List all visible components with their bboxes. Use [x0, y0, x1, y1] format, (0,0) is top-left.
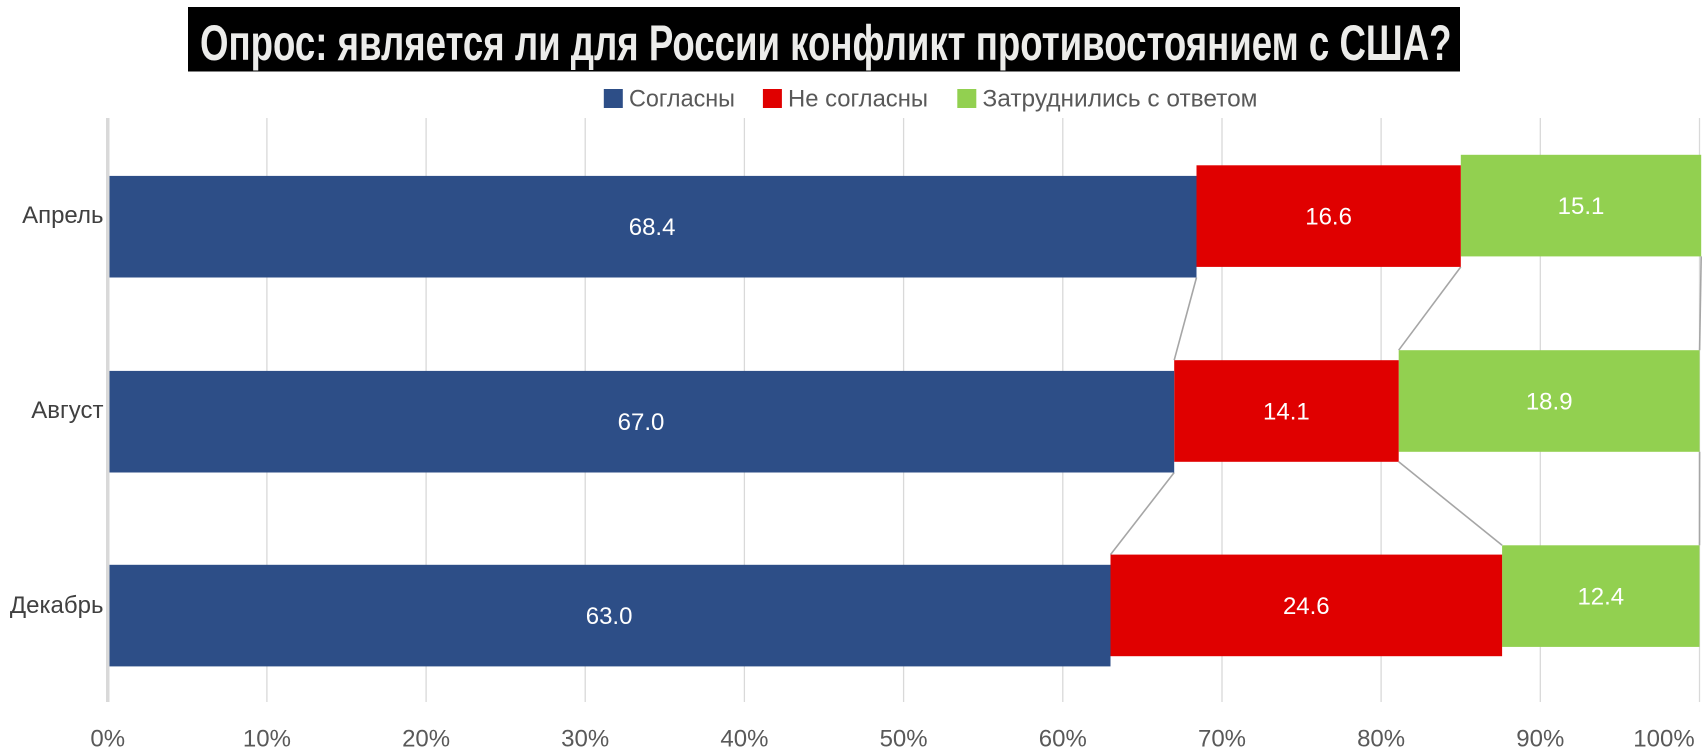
- svg-text:Опрос: является ли для России: Опрос: является ли для России конфликт п…: [200, 15, 1452, 71]
- svg-text:Согласны: Согласны: [629, 86, 735, 113]
- svg-text:Август: Август: [31, 397, 103, 424]
- svg-text:0%: 0%: [90, 726, 125, 753]
- svg-text:Не согласны: Не согласны: [788, 86, 928, 113]
- svg-text:80%: 80%: [1357, 726, 1405, 753]
- svg-text:30%: 30%: [561, 726, 609, 753]
- svg-text:63.0: 63.0: [586, 603, 633, 630]
- svg-text:Апрель: Апрель: [22, 202, 103, 229]
- svg-text:60%: 60%: [1039, 726, 1087, 753]
- svg-text:15.1: 15.1: [1558, 193, 1605, 220]
- svg-text:90%: 90%: [1516, 726, 1564, 753]
- svg-text:12.4: 12.4: [1577, 584, 1624, 611]
- svg-text:67.0: 67.0: [618, 409, 665, 436]
- svg-text:Декабрь: Декабрь: [10, 592, 104, 619]
- svg-text:24.6: 24.6: [1283, 593, 1330, 620]
- svg-text:20%: 20%: [402, 726, 450, 753]
- svg-text:14.1: 14.1: [1263, 399, 1310, 426]
- svg-text:Затруднились с ответом: Затруднились с ответом: [983, 86, 1258, 113]
- svg-text:70%: 70%: [1198, 726, 1246, 753]
- svg-text:16.6: 16.6: [1305, 204, 1352, 231]
- svg-text:18.9: 18.9: [1526, 389, 1573, 416]
- svg-text:100%: 100%: [1633, 726, 1694, 753]
- svg-text:68.4: 68.4: [629, 214, 676, 241]
- svg-text:10%: 10%: [243, 726, 291, 753]
- svg-text:50%: 50%: [880, 726, 928, 753]
- svg-text:40%: 40%: [720, 726, 768, 753]
